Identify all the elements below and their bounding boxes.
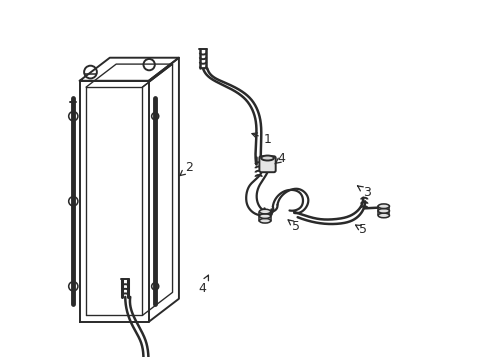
- Text: 1: 1: [251, 133, 271, 146]
- Ellipse shape: [259, 214, 270, 219]
- Text: 5: 5: [355, 223, 366, 236]
- Text: 2: 2: [180, 161, 193, 176]
- Ellipse shape: [377, 208, 388, 213]
- Ellipse shape: [259, 209, 270, 214]
- Ellipse shape: [377, 204, 388, 208]
- Text: 3: 3: [357, 186, 370, 199]
- Text: 4: 4: [274, 152, 285, 165]
- Ellipse shape: [377, 213, 388, 218]
- Ellipse shape: [261, 156, 273, 161]
- Ellipse shape: [259, 219, 270, 223]
- Text: 4: 4: [198, 275, 208, 294]
- FancyBboxPatch shape: [259, 156, 275, 172]
- Text: 5: 5: [287, 220, 299, 233]
